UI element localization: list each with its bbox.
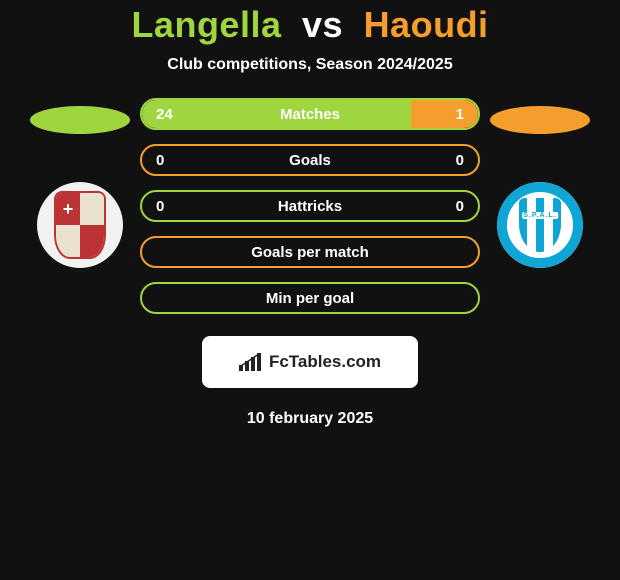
spal-badge-icon: S.P.A.L. — [497, 182, 583, 268]
rimini-quarter-icon — [80, 193, 104, 225]
bar-value-right: 0 — [456, 152, 464, 169]
bar-chart-icon — [239, 353, 263, 371]
title-player1: Langella — [131, 4, 281, 45]
title-player2: Haoudi — [364, 4, 489, 45]
rimini-badge-icon: + — [37, 182, 123, 268]
bar-label: Goals per match — [251, 244, 369, 261]
page-title: Langella vs Haoudi — [131, 4, 488, 46]
rimini-quarter-icon — [80, 225, 104, 257]
bar-value-right: 0 — [456, 198, 464, 215]
rimini-shield-icon: + — [54, 191, 106, 259]
bar-value-left: 0 — [156, 152, 164, 169]
stat-bar: 0 0 Hattricks — [140, 190, 480, 222]
bar-value-right: 1 — [456, 106, 464, 123]
left-oval-icon — [30, 106, 130, 134]
left-side: + — [20, 98, 140, 268]
bar-label: Hattricks — [278, 198, 342, 215]
content-row: + 24 1 Matches 0 0 Goals 0 0 Hattricks Goals per … — [0, 98, 620, 314]
bar-label: Min per goal — [266, 290, 354, 307]
bar-fill-right — [411, 100, 478, 128]
title-vs: vs — [302, 4, 343, 45]
stat-bar: Min per goal — [140, 282, 480, 314]
bar-value-left: 0 — [156, 198, 164, 215]
bar-label: Goals — [289, 152, 331, 169]
spal-text: S.P.A.L. — [522, 212, 558, 219]
stat-bars: 24 1 Matches 0 0 Goals 0 0 Hattricks Goals per ma… — [140, 98, 480, 314]
bar-label: Matches — [280, 106, 340, 123]
bar-fill-left — [142, 100, 411, 128]
right-oval-icon — [490, 106, 590, 134]
watermark-text: FcTables.com — [269, 352, 381, 372]
infographic-container: Langella vs Haoudi Club competitions, Se… — [0, 0, 620, 428]
subtitle: Club competitions, Season 2024/2025 — [167, 56, 452, 74]
watermark: FcTables.com — [202, 336, 418, 388]
right-side: S.P.A.L. — [480, 98, 600, 268]
rimini-cross-icon: + — [56, 193, 80, 225]
spal-shield-icon: S.P.A.L. — [519, 198, 561, 252]
stat-bar: 0 0 Goals — [140, 144, 480, 176]
date-label: 10 february 2025 — [247, 410, 373, 428]
stat-bar: Goals per match — [140, 236, 480, 268]
bar-value-left: 24 — [156, 106, 173, 123]
stat-bar: 24 1 Matches — [140, 98, 480, 130]
rimini-quarter-icon — [56, 225, 80, 257]
